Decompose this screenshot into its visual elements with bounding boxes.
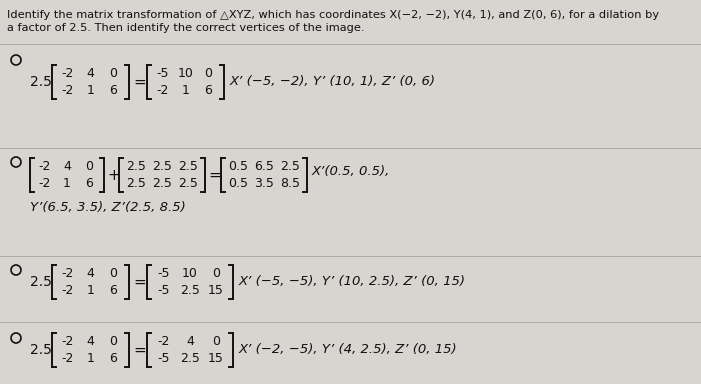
Text: 0: 0: [212, 267, 220, 280]
Text: 4: 4: [86, 67, 95, 80]
Text: 4: 4: [186, 335, 194, 348]
Text: 2.5: 2.5: [126, 177, 146, 190]
Text: 4: 4: [86, 267, 95, 280]
Text: -5: -5: [158, 284, 170, 297]
Text: X’ (−5, −5), Y’ (10, 2.5), Z’ (0, 15): X’ (−5, −5), Y’ (10, 2.5), Z’ (0, 15): [239, 275, 466, 288]
Text: -2: -2: [156, 84, 169, 97]
Text: 4: 4: [86, 335, 95, 348]
Text: 0: 0: [205, 67, 212, 80]
Text: 2.5: 2.5: [152, 160, 172, 173]
Text: =: =: [133, 74, 146, 89]
Text: 2.5: 2.5: [180, 352, 200, 365]
Text: 0: 0: [212, 335, 220, 348]
Text: 6.5: 6.5: [254, 160, 274, 173]
Text: 2.5: 2.5: [30, 343, 52, 357]
Text: =: =: [208, 167, 221, 182]
Text: -5: -5: [158, 267, 170, 280]
Text: Y’(6.5, 3.5), Z’(2.5, 8.5): Y’(6.5, 3.5), Z’(2.5, 8.5): [30, 201, 186, 214]
Text: 10: 10: [182, 267, 198, 280]
Text: -5: -5: [158, 352, 170, 365]
Text: 0: 0: [109, 267, 118, 280]
Text: 0.5: 0.5: [228, 160, 248, 173]
Text: -2: -2: [61, 352, 74, 365]
Text: 15: 15: [208, 284, 224, 297]
Text: -2: -2: [158, 335, 170, 348]
Text: -2: -2: [39, 160, 51, 173]
Text: 15: 15: [208, 352, 224, 365]
Text: X’ (−5, −2), Y’ (10, 1), Z’ (0, 6): X’ (−5, −2), Y’ (10, 1), Z’ (0, 6): [230, 76, 436, 88]
Text: 0.5: 0.5: [228, 177, 248, 190]
Text: -2: -2: [61, 67, 74, 80]
Text: 1: 1: [86, 352, 95, 365]
Text: -2: -2: [39, 177, 51, 190]
Text: 6: 6: [109, 284, 118, 297]
Text: 2.5: 2.5: [152, 177, 172, 190]
Text: 8.5: 8.5: [280, 177, 300, 190]
Text: 2.5: 2.5: [30, 275, 52, 289]
Text: 1: 1: [182, 84, 189, 97]
Text: X’ (−2, −5), Y’ (4, 2.5), Z’ (0, 15): X’ (−2, −5), Y’ (4, 2.5), Z’ (0, 15): [239, 344, 458, 356]
Text: X’(0.5, 0.5),: X’(0.5, 0.5),: [312, 164, 390, 177]
Text: 3.5: 3.5: [254, 177, 274, 190]
Text: 0: 0: [109, 67, 118, 80]
Text: 2.5: 2.5: [178, 177, 198, 190]
Text: 2.5: 2.5: [126, 160, 146, 173]
Text: 6: 6: [85, 177, 93, 190]
Text: 4: 4: [63, 160, 71, 173]
Text: +: +: [107, 167, 120, 182]
Text: 6: 6: [205, 84, 212, 97]
Text: 2.5: 2.5: [30, 75, 52, 89]
Text: 6: 6: [109, 352, 118, 365]
Text: Identify the matrix transformation of △XYZ, which has coordinates X(−2, −2), Y(4: Identify the matrix transformation of △X…: [7, 10, 659, 20]
Text: 2.5: 2.5: [178, 160, 198, 173]
Text: 2.5: 2.5: [280, 160, 300, 173]
Text: -2: -2: [61, 84, 74, 97]
Text: =: =: [133, 275, 146, 290]
Text: -2: -2: [61, 284, 74, 297]
Text: 10: 10: [177, 67, 193, 80]
Text: 1: 1: [86, 284, 95, 297]
Text: 1: 1: [86, 84, 95, 97]
Text: a factor of 2.5. Then identify the correct vertices of the image.: a factor of 2.5. Then identify the corre…: [7, 23, 365, 33]
Text: -2: -2: [61, 335, 74, 348]
Text: 0: 0: [109, 335, 118, 348]
Text: 2.5: 2.5: [180, 284, 200, 297]
Text: =: =: [133, 343, 146, 358]
Text: -2: -2: [61, 267, 74, 280]
Text: 0: 0: [85, 160, 93, 173]
Text: 6: 6: [109, 84, 118, 97]
Text: 1: 1: [63, 177, 71, 190]
Text: -5: -5: [156, 67, 169, 80]
